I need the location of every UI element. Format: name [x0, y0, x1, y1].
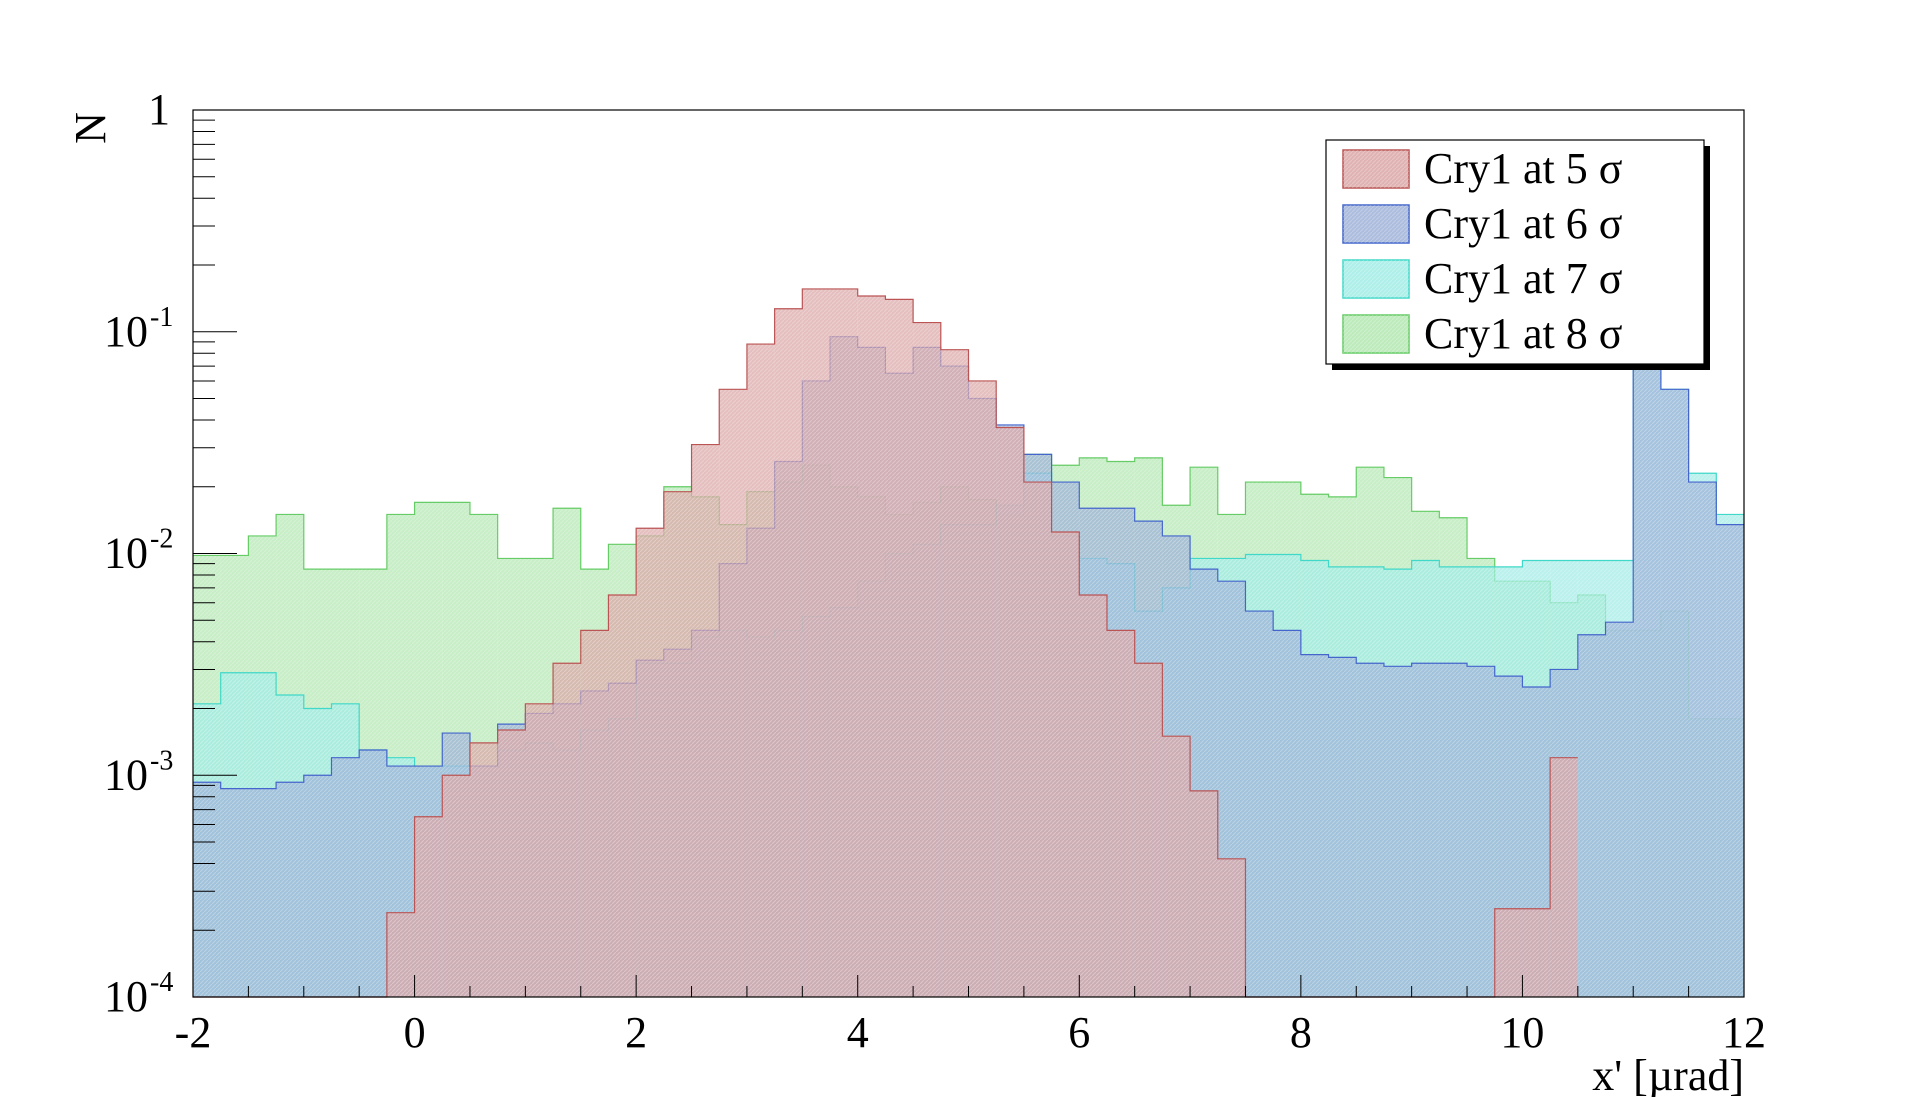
bar-hatch	[580, 630, 609, 997]
bar-hatch	[414, 816, 443, 997]
bar-hatch	[386, 912, 415, 997]
bar-hatch	[303, 775, 332, 997]
bar-hatch	[1439, 663, 1468, 997]
bar-hatch	[746, 344, 775, 997]
legend-swatch-hatch	[1343, 150, 1409, 188]
bar-hatch	[940, 349, 969, 997]
bar-hatch	[442, 775, 470, 997]
bar-hatch	[1688, 482, 1717, 998]
y-tick-label: 10	[104, 307, 148, 356]
bar-hatch	[913, 322, 941, 997]
bar-hatch	[1467, 666, 1495, 997]
legend-swatch-hatch	[1343, 315, 1409, 353]
x-tick-label: 12	[1722, 1008, 1766, 1057]
bar-hatch	[276, 782, 304, 997]
bar-hatch	[1051, 532, 1080, 997]
bar-hatch	[1577, 634, 1606, 997]
bar-hatch	[719, 389, 747, 997]
bar-hatch	[1605, 622, 1634, 997]
bar-hatch	[1356, 663, 1384, 997]
x-tick-label: 4	[847, 1008, 869, 1057]
x-tick-label: -2	[175, 1008, 212, 1057]
y-tick-exponent: -1	[150, 302, 173, 333]
x-tick-label: 0	[404, 1008, 426, 1057]
series-4	[193, 288, 1578, 998]
x-tick-label: 10	[1500, 1008, 1544, 1057]
y-tick-label: 10	[104, 972, 148, 1021]
bar-hatch	[996, 427, 1024, 997]
legend-swatch-hatch	[1343, 205, 1409, 243]
bar-hatch	[1079, 594, 1107, 997]
y-tick-label: 10	[104, 529, 148, 578]
bar-hatch	[691, 444, 720, 998]
bar-hatch	[1162, 736, 1191, 997]
bar-hatch	[1134, 663, 1163, 997]
legend-label: Cry1 at 7 σ	[1424, 254, 1623, 303]
y-tick-label: 1	[148, 85, 170, 134]
y-axis-label: N	[66, 112, 115, 144]
bar-hatch	[885, 299, 914, 998]
bar-hatch	[1716, 524, 1744, 997]
bar-hatch	[525, 703, 554, 997]
bar-hatch	[636, 528, 664, 997]
bar-hatch	[193, 782, 221, 997]
bar-hatch	[830, 288, 858, 997]
bar-hatch	[1660, 389, 1689, 997]
bar-hatch	[1245, 611, 1274, 997]
bar-hatch	[1300, 654, 1329, 997]
bar-hatch	[1522, 908, 1551, 997]
bar-hatch	[968, 380, 997, 997]
y-tick-label: 10	[104, 750, 148, 799]
legend: Cry1 at 5 σ Cry1 at 6 σ Cry1 at 7 σ Cry1 at…	[1325, 139, 1710, 370]
bar-hatch	[553, 663, 581, 997]
bar-hatch	[608, 594, 637, 997]
legend-label: Cry1 at 6 σ	[1424, 199, 1623, 248]
bar-hatch	[1550, 757, 1578, 997]
bar-hatch	[1190, 790, 1218, 997]
bar-hatch	[1328, 657, 1357, 997]
y-tick-exponent: -3	[150, 745, 173, 776]
bar-hatch	[774, 308, 803, 997]
bar-hatch	[1273, 630, 1301, 997]
y-tick-exponent: -4	[150, 967, 173, 998]
legend-label: Cry1 at 5 σ	[1424, 144, 1623, 193]
legend-swatch-hatch	[1343, 260, 1409, 298]
legend-label: Cry1 at 8 σ	[1424, 309, 1623, 358]
bar-hatch	[497, 729, 526, 997]
x-axis-label: x' [µrad]	[1592, 1051, 1744, 1097]
bar-hatch	[469, 742, 498, 997]
bar-hatch	[802, 288, 831, 997]
bar-hatch	[248, 788, 277, 997]
bar-hatch	[359, 749, 387, 997]
bar-hatch	[663, 491, 692, 997]
bar-hatch	[1106, 630, 1135, 997]
y-tick-exponent: -2	[150, 524, 173, 555]
x-tick-label: 6	[1068, 1008, 1090, 1057]
bar-hatch	[1217, 858, 1246, 997]
bar-hatch	[1023, 482, 1052, 998]
bar-hatch	[331, 757, 360, 997]
bar-hatch	[1494, 908, 1523, 997]
bar-hatch	[220, 788, 249, 997]
series-layer	[193, 150, 1744, 998]
x-tick-label: 2	[625, 1008, 647, 1057]
x-tick-label: 8	[1290, 1008, 1312, 1057]
bar-hatch	[1411, 663, 1440, 997]
bar-hatch	[1383, 666, 1412, 997]
bar-hatch	[857, 295, 886, 997]
